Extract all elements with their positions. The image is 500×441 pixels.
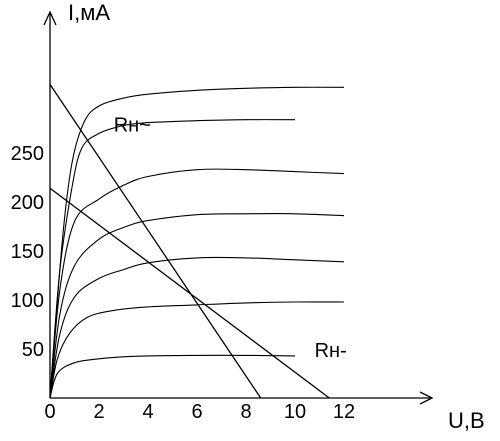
y-tick-label: 100 xyxy=(11,290,44,312)
characteristic-curve-5 xyxy=(49,168,345,399)
tick-labels: 0 2 4 6 8 10 12 50 100 150 200 250 xyxy=(11,143,356,423)
x-tick-label: 12 xyxy=(333,401,355,423)
x-tick-label: 8 xyxy=(240,401,251,423)
y-tick-label: 200 xyxy=(11,192,44,214)
load-line-1 xyxy=(49,84,262,399)
annotations: Rн~ Rн- xyxy=(114,114,347,361)
characteristic-curve-6 xyxy=(49,119,296,399)
load-line-2 xyxy=(49,187,330,399)
characteristic-curve-7 xyxy=(49,86,345,399)
y-axis-arrow xyxy=(43,10,57,26)
x-tick-label: 10 xyxy=(284,401,306,423)
x-tick-label: 0 xyxy=(44,401,55,423)
annotation-label: Rн~ xyxy=(114,114,151,136)
x-tick-label: 4 xyxy=(142,401,153,423)
x-axis-arrow xyxy=(419,391,434,405)
y-tick-label: 250 xyxy=(11,143,44,165)
y-tick-label: 50 xyxy=(22,339,44,361)
annotation-label: Rн- xyxy=(315,340,347,362)
characteristic-curve-3 xyxy=(49,256,345,399)
y-axis-label: I,мА xyxy=(68,0,110,25)
characteristic-curve-2 xyxy=(49,301,345,399)
x-axis-label: U,B xyxy=(448,408,485,433)
characteristic-curves xyxy=(49,86,345,399)
characteristic-curve-1 xyxy=(49,354,296,399)
y-tick-label: 150 xyxy=(11,241,44,263)
x-tick-label: 6 xyxy=(191,401,202,423)
axes xyxy=(43,10,434,405)
characteristic-curve-4 xyxy=(49,213,345,399)
x-tick-label: 2 xyxy=(93,401,104,423)
load-lines xyxy=(49,84,330,399)
